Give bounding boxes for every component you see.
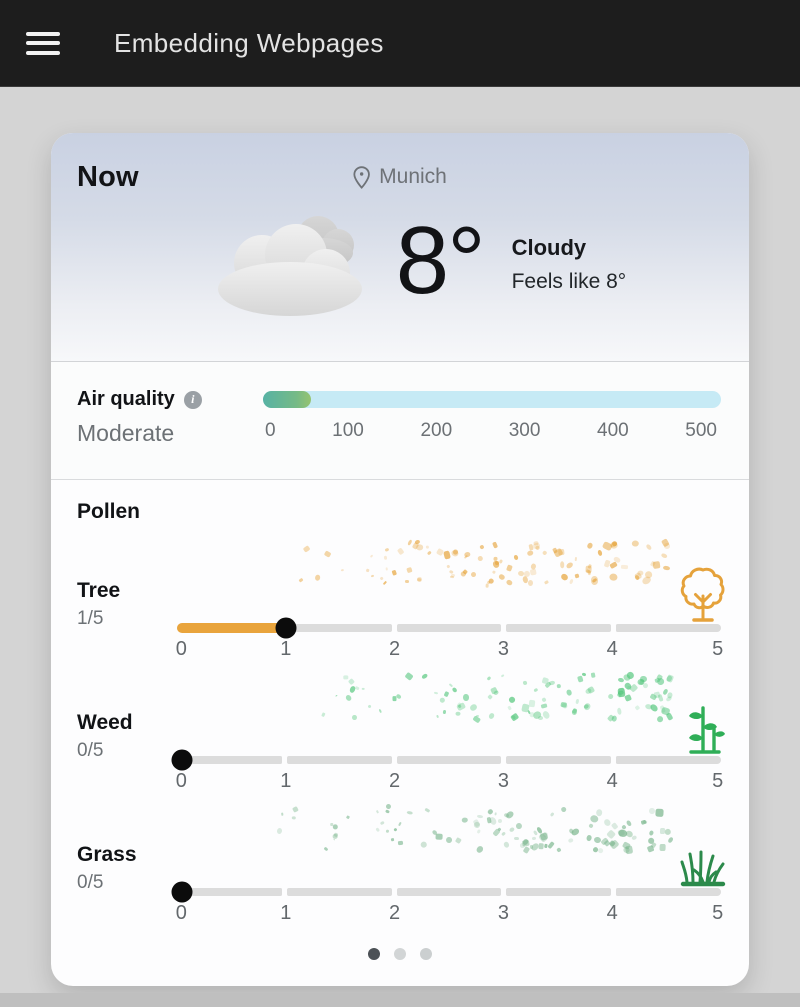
pagination-dot-1[interactable] xyxy=(368,948,380,960)
pollen-value: 1/5 xyxy=(77,608,104,629)
weed-pollen-slider[interactable] xyxy=(171,749,721,771)
pollen-row-tree: Tree 1/5 0 1 2 3 xyxy=(77,534,725,660)
tree-pollen-slider[interactable] xyxy=(177,617,721,639)
pollen-heading: Pollen xyxy=(77,500,141,523)
pollen-name: Grass xyxy=(77,843,137,866)
pollen-name: Tree xyxy=(77,579,121,602)
menu-icon[interactable] xyxy=(26,31,60,55)
pollen-scale-ticks: 0 1 2 3 4 5 xyxy=(175,638,724,660)
aq-tick: 300 xyxy=(508,420,541,441)
pollen-row-grass: Grass 0/5 xyxy=(77,798,726,924)
pollen-name: Weed xyxy=(77,711,133,734)
air-quality-tick-labels: 0 100 200 300 400 500 xyxy=(263,420,721,442)
tree-icon xyxy=(680,567,725,622)
grass-pollen-slider[interactable] xyxy=(171,881,721,903)
aq-tick: 400 xyxy=(597,420,629,441)
aq-tick: 0 xyxy=(265,420,276,441)
pagination-dot-3[interactable] xyxy=(420,948,432,960)
grass-pollen-particles xyxy=(259,800,681,858)
pagination-dot-2[interactable] xyxy=(394,948,406,960)
weather-widget-card: Now Munich xyxy=(51,133,749,986)
pollen-value: 0/5 xyxy=(77,872,104,893)
tree-pollen-particles xyxy=(259,536,681,594)
weed-pollen-particles xyxy=(259,668,681,726)
pollen-scale-ticks: 0 1 2 3 4 5 xyxy=(175,770,724,792)
pollen-scale-ticks: 0 1 2 3 4 5 xyxy=(175,902,724,924)
air-quality-status: Moderate xyxy=(77,420,175,446)
air-quality-section: Air quality i Moderate 0 100 200 300 400… xyxy=(51,362,749,480)
location-pin-icon xyxy=(353,165,370,189)
grass-pollen-slider-knob[interactable] xyxy=(171,881,193,903)
page-title: Embedding Webpages xyxy=(114,27,384,58)
pollen-value: 0/5 xyxy=(77,740,104,761)
location-name: Munich xyxy=(379,165,447,188)
feels-like-label: Feels like 8° xyxy=(511,269,627,293)
aq-tick: 200 xyxy=(420,420,453,441)
now-heading: Now xyxy=(77,160,139,193)
aq-tick: 100 xyxy=(332,420,364,441)
carousel-pagination xyxy=(51,920,749,986)
weed-pollen-slider-knob[interactable] xyxy=(171,749,193,771)
info-icon[interactable]: i xyxy=(183,390,202,409)
tree-pollen-slider-knob[interactable] xyxy=(275,617,297,639)
air-quality-label: Air quality xyxy=(77,388,175,410)
tree-pollen-slider-fill xyxy=(177,623,286,633)
cloudy-weather-icon xyxy=(217,216,362,316)
weed-icon xyxy=(689,706,725,754)
app-header: Embedding Webpages xyxy=(0,0,800,87)
current-weather-section: Now Munich xyxy=(51,133,749,362)
temperature-value: 8° xyxy=(395,207,486,314)
location[interactable]: Munich xyxy=(353,165,447,189)
condition-label: Cloudy xyxy=(511,234,587,260)
air-quality-scale-bar xyxy=(263,391,721,408)
pollen-section: Pollen Tree 1/5 0 xyxy=(51,480,749,924)
air-quality-value-fill xyxy=(263,391,311,408)
aq-tick: 500 xyxy=(685,420,717,441)
grass-icon xyxy=(680,850,726,887)
page-bottom-strip xyxy=(0,993,800,1007)
pollen-row-weed: Weed 0/5 xyxy=(77,666,725,792)
